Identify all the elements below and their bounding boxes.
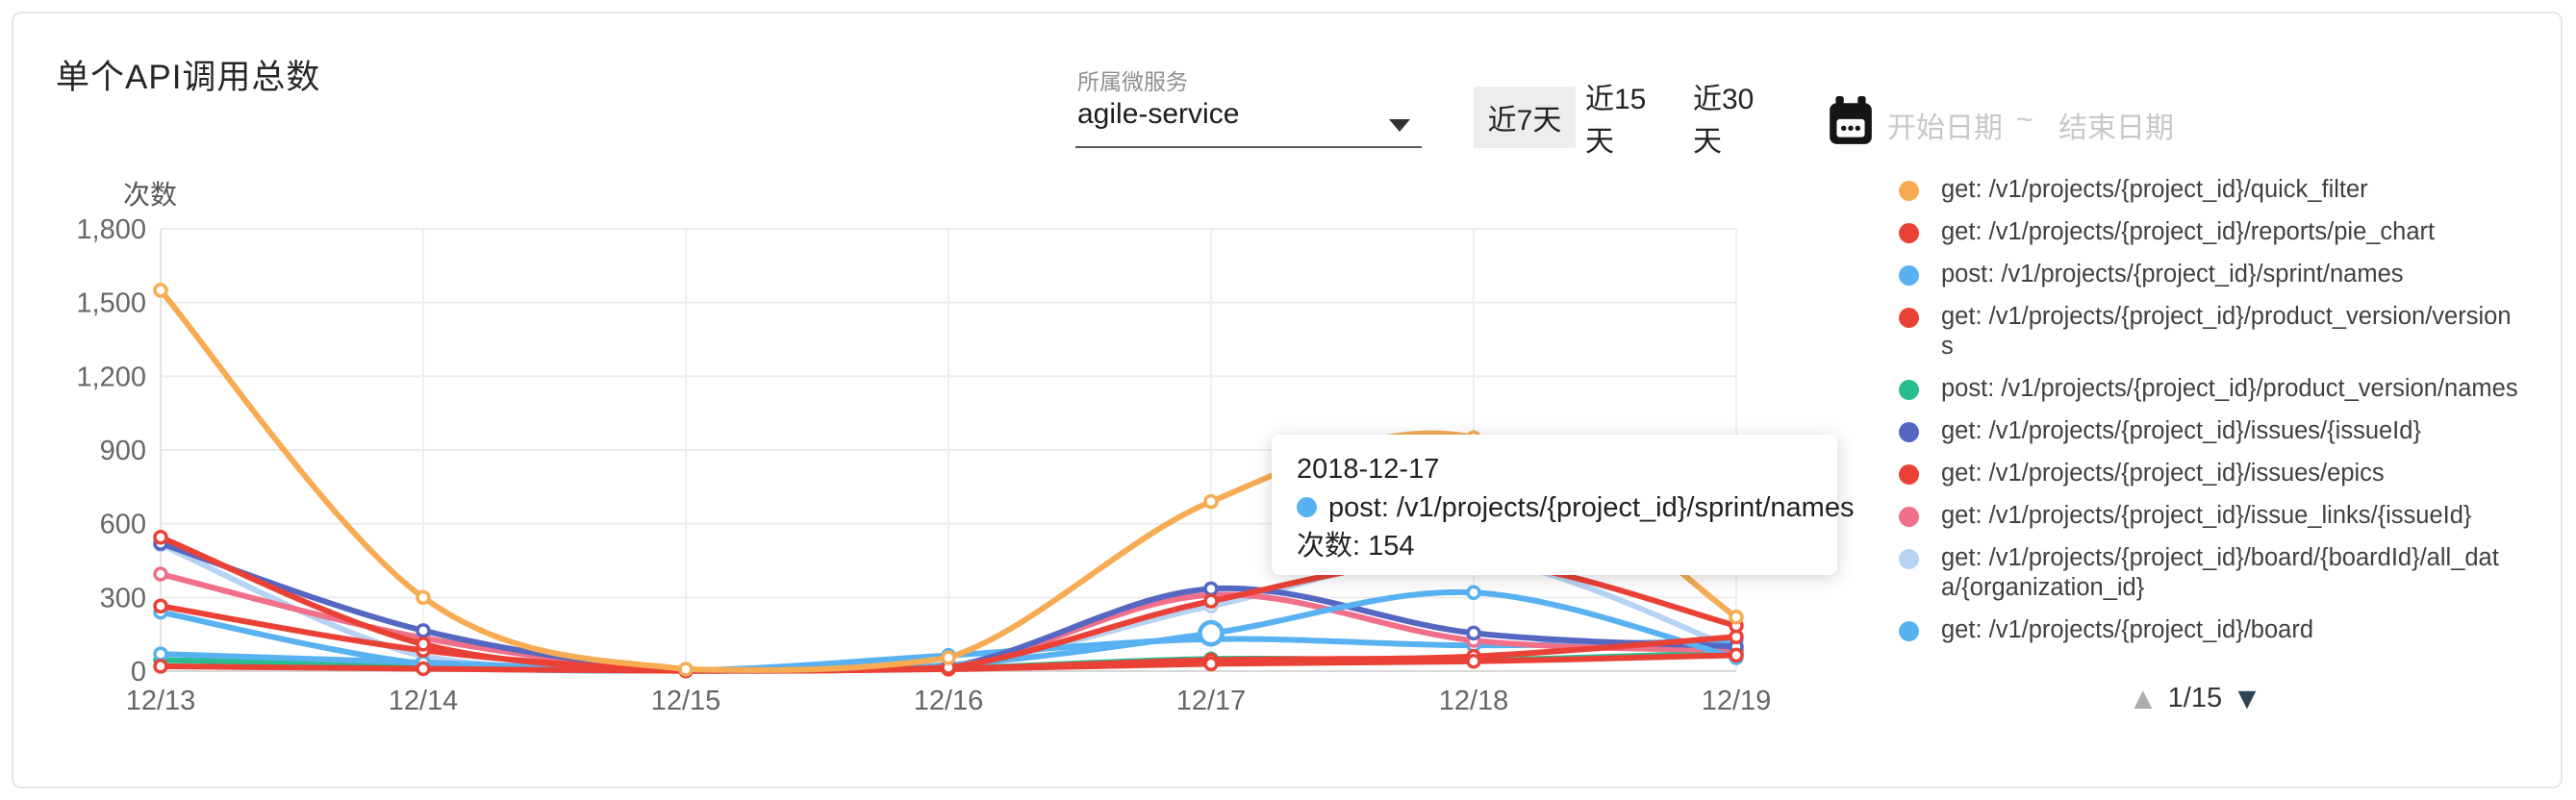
tooltip-value: 次数: 154 xyxy=(1297,531,1415,562)
legend-label: get: /v1/projects/{project_id}/product_v… xyxy=(1941,303,2512,360)
legend-label: post: /v1/projects/{project_id}/sprint/n… xyxy=(1941,261,2404,288)
legend-item[interactable]: get: /v1/projects/{project_id}/board xyxy=(1899,615,2526,645)
svg-text:300: 300 xyxy=(100,583,146,613)
page-title: 单个API调用总数 xyxy=(56,59,321,96)
legend-item[interactable]: get: /v1/projects/{project_id}/product_v… xyxy=(1899,302,2526,362)
svg-text:次数: 次数 xyxy=(123,180,177,210)
svg-text:12/19: 12/19 xyxy=(1702,686,1772,716)
legend-dot-icon xyxy=(1899,464,1919,485)
svg-text:12/16: 12/16 xyxy=(914,686,984,716)
legend-item[interactable]: get: /v1/projects/{project_id}/issues/ep… xyxy=(1899,459,2526,488)
legend-item[interactable]: get: /v1/projects/{project_id}/quick_fil… xyxy=(1899,175,2526,205)
legend-label: get: /v1/projects/{project_id}/issues/ep… xyxy=(1941,460,2385,487)
svg-text:12/13: 12/13 xyxy=(126,686,196,716)
legend-label: get: /v1/projects/{project_id}/board xyxy=(1941,616,2313,643)
svg-text:600: 600 xyxy=(100,510,146,540)
legend-label: get: /v1/projects/{project_id}/reports/p… xyxy=(1941,218,2436,245)
page-up-icon[interactable]: ▲ xyxy=(2128,681,2159,715)
date-range-separator: ~ xyxy=(2016,104,2033,136)
svg-text:1,500: 1,500 xyxy=(76,288,146,319)
legend-dot-icon xyxy=(1899,223,1919,243)
legend-item[interactable]: get: /v1/projects/{project_id}/issue_lin… xyxy=(1899,501,2526,531)
legend-label: post: /v1/projects/{project_id}/product_… xyxy=(1941,375,2518,402)
legend-dot-icon xyxy=(1899,181,1919,201)
legend-item[interactable]: post: /v1/projects/{project_id}/sprint/n… xyxy=(1899,260,2526,289)
svg-text:900: 900 xyxy=(100,436,146,466)
svg-text:1,200: 1,200 xyxy=(76,362,146,392)
page-down-icon[interactable]: ▼ xyxy=(2232,681,2262,715)
legend-dot-icon xyxy=(1899,308,1919,328)
legend-label: get: /v1/projects/{project_id}/board/{bo… xyxy=(1941,544,2499,601)
calendar-icon[interactable] xyxy=(1828,96,1874,151)
start-date-input[interactable]: 开始日期 xyxy=(1887,112,2003,144)
legend-dot-icon xyxy=(1899,549,1919,569)
legend-item[interactable]: get: /v1/projects/{project_id}/issues/{i… xyxy=(1899,416,2526,446)
svg-text:12/15: 12/15 xyxy=(651,686,721,716)
legend-dot-icon xyxy=(1899,265,1919,286)
legend-dot-icon xyxy=(1899,621,1919,641)
tooltip-series-name: post: /v1/projects/{project_id}/sprint/n… xyxy=(1328,492,1855,523)
end-date-input[interactable]: 结束日期 xyxy=(2058,112,2174,144)
legend-label: get: /v1/projects/{project_id}/issue_lin… xyxy=(1941,502,2472,529)
chevron-down-icon[interactable] xyxy=(1389,119,1410,132)
legend-item[interactable]: get: /v1/projects/{project_id}/reports/p… xyxy=(1899,217,2526,247)
legend-item[interactable]: get: /v1/projects/{project_id}/board/{bo… xyxy=(1899,543,2526,603)
legend-page-indicator: 1/15 xyxy=(2167,683,2223,713)
svg-text:12/18: 12/18 xyxy=(1439,686,1509,716)
legend-label: get: /v1/projects/{project_id}/issues/{i… xyxy=(1941,417,2421,444)
chart-legend: get: /v1/projects/{project_id}/quick_fil… xyxy=(1899,175,2526,692)
legend-dot-icon xyxy=(1899,380,1919,400)
svg-text:12/17: 12/17 xyxy=(1176,686,1247,716)
chart-tooltip: 2018-12-17 post: /v1/projects/{project_i… xyxy=(1272,435,1854,575)
svg-text:1,800: 1,800 xyxy=(76,214,146,245)
legend-pager: ▲ 1/15 ▼ xyxy=(2128,681,2262,716)
service-select[interactable]: agile-service xyxy=(1077,98,1240,130)
legend-item[interactable]: post: /v1/projects/{project_id}/product_… xyxy=(1899,374,2526,404)
series-dot-icon xyxy=(1297,496,1317,517)
tooltip-date: 2018-12-17 xyxy=(1297,454,1440,485)
legend-dot-icon xyxy=(1899,507,1919,527)
service-select-underline xyxy=(1075,113,1422,148)
legend-dot-icon xyxy=(1899,422,1919,442)
legend-label: get: /v1/projects/{project_id}/quick_fil… xyxy=(1941,176,2368,203)
svg-text:12/14: 12/14 xyxy=(389,686,459,716)
range-button-7d[interactable]: 近7天 xyxy=(1474,87,1576,148)
service-select-label: 所属微服务 xyxy=(1077,69,1188,94)
svg-text:0: 0 xyxy=(131,657,146,688)
